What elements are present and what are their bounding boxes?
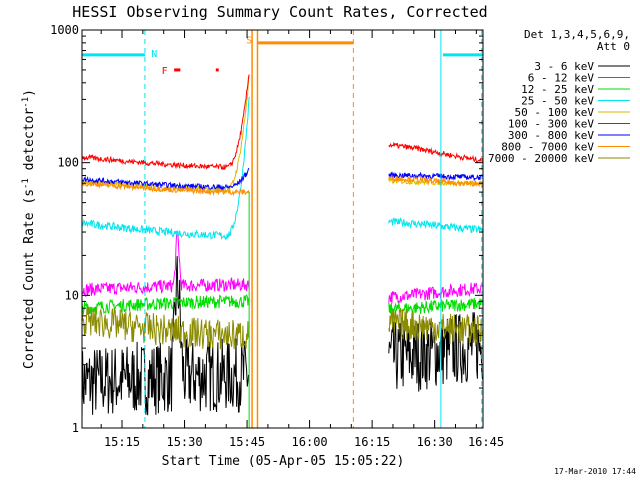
series-line-4-segment-1	[81, 96, 250, 241]
series-line-6-segment-1	[81, 74, 250, 170]
legend-label-5: 50 - 100 keV	[515, 106, 595, 119]
legend-subtitle: Att 0	[597, 40, 630, 53]
plot-frame	[81, 29, 484, 429]
legend-title: Det 1,3,4,5,6,9,	[524, 28, 630, 41]
legend-label-9: 7000 - 20000 keV	[488, 152, 594, 165]
series-line-8-segment-1	[81, 181, 250, 197]
saa-label: S	[246, 35, 252, 46]
legend-label-6: 100 - 300 keV	[508, 118, 594, 131]
y-axis: 1 10 100 1000	[50, 23, 483, 435]
x-tick-label-15: 15:15	[104, 435, 140, 449]
legend-label-7: 300 - 800 keV	[508, 129, 594, 142]
series-line-4-segment-2	[388, 216, 484, 234]
x-axis: 15:15 15:30 15:45 16:00 16:15 16:30 16:45	[100, 30, 504, 449]
series-line-3-segment-2	[388, 297, 484, 316]
footer-date: 17-Mar-2010 17:44	[554, 467, 636, 476]
legend-label-3: 12 - 25 keV	[521, 83, 594, 96]
flare-label: F	[162, 66, 168, 77]
y-tick-label-100: 100	[57, 156, 79, 170]
series-line-7-segment-1	[81, 167, 250, 192]
series-line-2-segment-2	[388, 282, 484, 304]
legend-label-4: 25 - 50 keV	[521, 95, 594, 108]
series-line-9-segment-1	[81, 306, 250, 350]
series-line-8-segment-2	[388, 174, 484, 188]
legend-label-2: 6 - 12 keV	[528, 72, 595, 85]
series-line-7-segment-2	[388, 171, 484, 182]
x-tick-label-105: 16:45	[468, 435, 504, 449]
legend-label-1: 3 - 6 keV	[534, 60, 594, 73]
y-tick-label-1000: 1000	[50, 23, 79, 37]
x-tick-label-30: 15:30	[166, 435, 202, 449]
y-tick-label-10: 10	[65, 288, 79, 302]
plot-area: NF S	[81, 30, 484, 428]
series-line-3-segment-1	[81, 294, 250, 316]
series-line-1-segment-1	[81, 256, 250, 420]
series-line-2-segment-1	[81, 231, 250, 298]
night-label: N	[151, 49, 157, 60]
chart-title: HESSI Observing Summary Count Rates, Cor…	[72, 3, 487, 21]
x-tick-label-75: 16:15	[354, 435, 390, 449]
series-line-1-segment-2	[388, 312, 484, 392]
x-tick-label-90: 16:30	[417, 435, 453, 449]
series-line-6-segment-2	[388, 141, 484, 163]
legend-label-8: 800 - 7000 keV	[501, 141, 594, 154]
x-tick-label-60: 16:00	[292, 435, 328, 449]
y-tick-label-1: 1	[72, 421, 79, 435]
series-line-9-segment-2	[388, 308, 484, 347]
x-tick-label-45: 15:45	[229, 435, 265, 449]
x-axis-label: Start Time (05-Apr-05 15:05:22)	[162, 454, 405, 469]
series-line-5-segment-1	[81, 76, 250, 194]
y-axis-label: Corrected Count Rate (s-1 detector-1)	[21, 89, 37, 369]
